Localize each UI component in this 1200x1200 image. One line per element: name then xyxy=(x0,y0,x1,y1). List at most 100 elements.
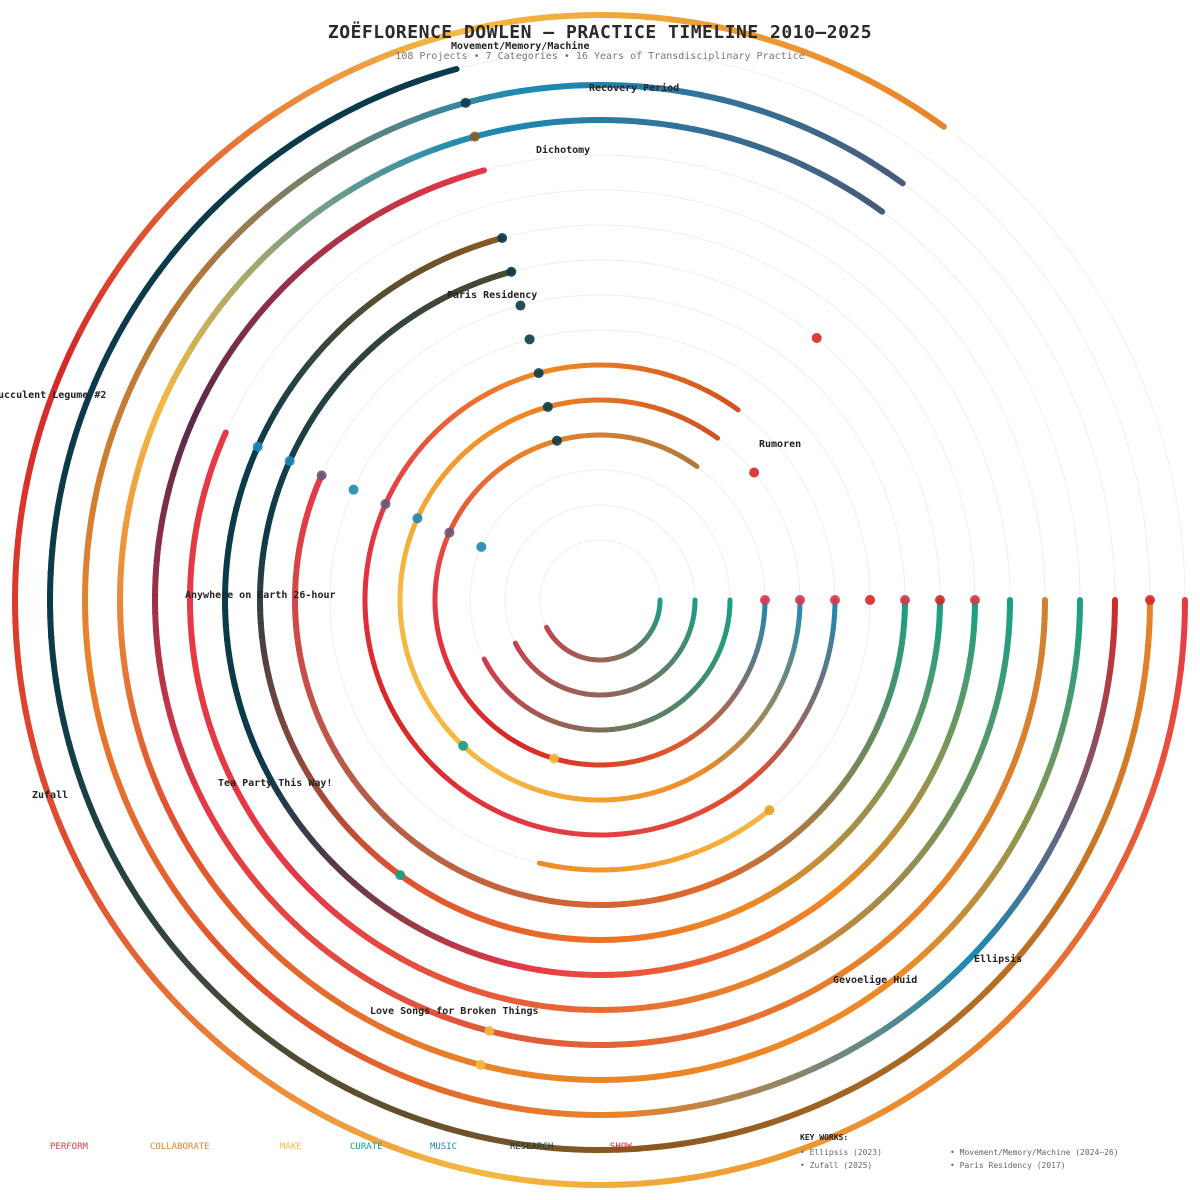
arc-segment xyxy=(187,406,202,428)
arc-segment xyxy=(106,755,120,780)
project-point-2022[interactable] xyxy=(469,131,480,142)
arc-segment xyxy=(656,670,664,677)
project-point-2021[interactable] xyxy=(484,1026,495,1037)
arc-segment xyxy=(440,898,458,911)
arc-segment xyxy=(645,13,673,23)
project-point-2017[interactable] xyxy=(316,470,327,481)
project-point-2016[interactable] xyxy=(348,484,359,495)
arc-segment xyxy=(217,945,238,967)
arc-segment xyxy=(705,388,718,398)
project-point-2014[interactable] xyxy=(749,467,760,478)
arc-segment xyxy=(486,471,496,481)
project-point-2018[interactable] xyxy=(395,870,406,881)
arc-segment xyxy=(501,419,512,428)
arc-segment xyxy=(893,658,903,674)
arc-segment xyxy=(688,772,699,781)
project-point-2013[interactable] xyxy=(548,753,559,764)
arc-segment xyxy=(205,458,218,479)
arc-segment xyxy=(732,1160,760,1173)
arc-segment xyxy=(152,576,159,597)
project-point-2019[interactable] xyxy=(497,232,508,243)
arc-segment xyxy=(257,608,264,625)
project-point-2015[interactable] xyxy=(830,595,840,605)
project-point-2018[interactable] xyxy=(935,595,945,605)
arc-segment xyxy=(552,827,564,835)
project-point-2013[interactable] xyxy=(444,527,455,538)
project-point-2019[interactable] xyxy=(252,441,263,452)
arc-segment xyxy=(292,612,300,628)
project-point-2015[interactable] xyxy=(380,498,391,509)
arc-segment xyxy=(246,973,268,994)
arc-segment xyxy=(180,276,200,300)
project-point-2013[interactable] xyxy=(760,595,770,605)
arc-segment xyxy=(540,1073,563,1082)
project-point-2017[interactable] xyxy=(515,300,526,311)
project-point-2018[interactable] xyxy=(811,333,822,344)
arc-segment xyxy=(100,736,114,761)
arc-segment xyxy=(930,652,939,670)
arc-segment xyxy=(708,1059,732,1071)
arc-segment xyxy=(518,450,528,459)
project-point-2019[interactable] xyxy=(970,595,980,605)
arc-segment xyxy=(711,130,734,142)
project-point-2014[interactable] xyxy=(542,401,553,412)
arc-segment xyxy=(517,699,526,708)
arc-segment xyxy=(646,403,657,411)
project-point-2018[interactable] xyxy=(284,456,295,467)
arc-segment xyxy=(537,966,555,976)
arc-segment xyxy=(129,362,146,386)
arc-segment xyxy=(1075,618,1083,641)
arc-segment xyxy=(922,110,947,130)
arc-segment xyxy=(267,896,286,915)
project-point-2014[interactable] xyxy=(795,595,805,605)
arc-segment xyxy=(324,383,339,400)
arc-segment xyxy=(757,850,772,864)
project-point-2016[interactable] xyxy=(524,334,535,345)
project-point-2023[interactable] xyxy=(460,97,471,108)
arc-segment xyxy=(961,672,971,691)
arc-segment xyxy=(354,835,370,851)
arc-segment xyxy=(663,371,675,380)
arc-segment xyxy=(899,623,908,638)
project-point-2016[interactable] xyxy=(764,805,775,816)
arc-segment xyxy=(165,992,189,1016)
project-point-2024[interactable] xyxy=(1145,595,1155,605)
arc-segment xyxy=(765,1001,787,1016)
arc-segment xyxy=(1095,809,1111,836)
arc-segment xyxy=(673,853,687,862)
arc-segment xyxy=(970,614,978,632)
arc-segment xyxy=(674,651,682,658)
arc-segment xyxy=(1052,729,1065,752)
arc-segment xyxy=(314,339,331,356)
arc-segment xyxy=(701,1132,728,1144)
arc-segment xyxy=(870,936,891,955)
arc-segment xyxy=(114,398,129,423)
project-point-2015[interactable] xyxy=(533,368,544,379)
project-point-2018[interactable] xyxy=(506,266,517,277)
arc-segment xyxy=(161,378,177,401)
arc-segment xyxy=(625,650,631,656)
arc-segment xyxy=(991,694,1002,715)
project-point-2016[interactable] xyxy=(865,595,875,605)
project-point-2022[interactable] xyxy=(475,1059,486,1070)
project-point-2017[interactable] xyxy=(900,595,910,605)
arc-segment xyxy=(241,464,253,483)
arc-segment xyxy=(298,760,312,778)
arc-segment xyxy=(662,665,669,672)
arc-segment xyxy=(766,925,784,939)
arc-segment xyxy=(482,879,498,890)
project-point-2013[interactable] xyxy=(551,435,562,446)
project-point-2014[interactable] xyxy=(458,740,469,751)
arc-segment xyxy=(812,804,827,819)
project-point-2012[interactable] xyxy=(476,541,487,552)
arc-segment xyxy=(528,662,535,669)
arc-segment xyxy=(528,747,538,755)
arc-segment xyxy=(399,559,407,570)
arc-segment xyxy=(309,1024,333,1042)
arc-segment xyxy=(346,137,371,154)
arc-segment xyxy=(1040,617,1048,638)
project-point-2014[interactable] xyxy=(412,513,423,524)
arc-segment xyxy=(1070,656,1080,679)
arc-segment xyxy=(875,887,893,905)
arc-segment xyxy=(663,998,683,1009)
